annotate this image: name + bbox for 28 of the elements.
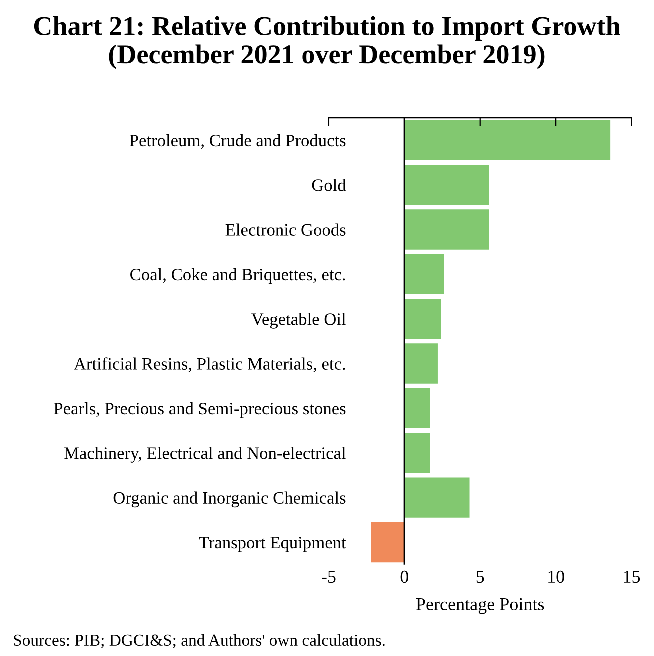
bar [404,344,438,384]
y-tick-label: Machinery, Electrical and Non-electrical [64,447,346,463]
bar [404,164,490,206]
bar [404,478,470,518]
bar [404,254,444,295]
y-tick-label: Organic and Inorganic Chemicals [114,492,346,508]
x-axis-title: Percentage Points [416,598,544,614]
x-tick-label: 5 [476,571,484,584]
bar [404,120,611,161]
bar [404,210,490,250]
bar [404,433,430,474]
y-tick-label: Pearls, Precious and Semi-precious stones [54,402,346,418]
y-tick-label: Electronic Goods [226,224,346,236]
x-tick-label: 10 [548,570,564,584]
bar [371,522,405,563]
y-tick-label: Coal, Coke and Briquettes, etc. [130,268,346,284]
y-tick-label: Gold [312,179,346,192]
x-tick-label: 0 [400,570,408,584]
source-note: Sources: PIB; DGCI&S; and Authors' own calculations. [14,634,385,648]
x-tick-label: -5 [322,571,336,584]
bar [404,388,430,429]
y-tick-label: Petroleum, Crude and Products [130,134,346,150]
y-tick-label: Transport Equipment [199,537,346,552]
y-tick-label: Artificial Resins, Plastic Materials, etc. [74,358,346,372]
chart-title: Chart 21: Relative Contribution to Import Growth (December 2021 over December 2019) [34,16,620,70]
bar [404,299,441,340]
x-tick-label: 15 [624,570,640,584]
y-tick-label: Vegetable Oil [252,313,346,329]
